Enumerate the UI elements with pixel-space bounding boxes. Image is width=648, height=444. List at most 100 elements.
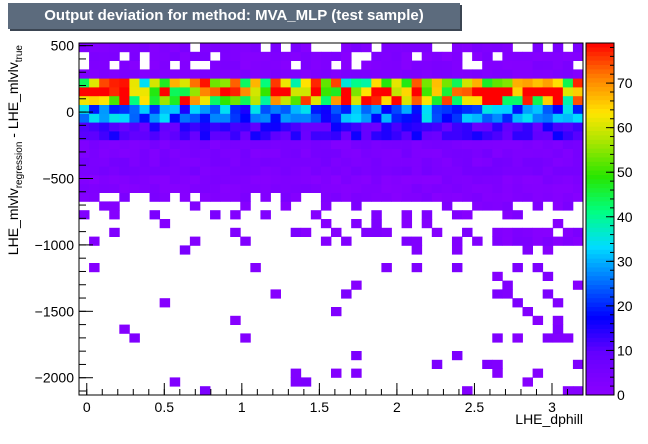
heatmap-cell (270, 122, 281, 132)
heatmap-cell (220, 51, 231, 61)
heatmap-cell (119, 324, 130, 334)
heatmap-cell (139, 69, 150, 79)
heatmap-cell (371, 69, 382, 79)
heatmap-cell (230, 166, 241, 176)
heatmap-cell (300, 131, 312, 141)
heatmap-cell (351, 104, 362, 114)
heatmap-cell (401, 210, 413, 220)
heatmap-cell (189, 104, 201, 114)
heatmap-cell (451, 139, 463, 149)
heatmap-cell (532, 315, 544, 325)
heatmap-cell (421, 69, 433, 79)
palette-segment (586, 307, 614, 312)
heatmap-cell (472, 236, 483, 246)
heatmap-cell (129, 51, 140, 61)
heatmap-cell (441, 78, 453, 88)
heatmap-cell (119, 131, 130, 141)
heatmap-cell (270, 139, 281, 149)
heatmap-cell (391, 113, 402, 123)
heatmap-cell (320, 183, 332, 193)
heatmap-cell (441, 87, 453, 97)
y-tick-label: −1000 (35, 237, 75, 253)
heatmap-cell (139, 43, 150, 53)
heatmap-cell (260, 104, 271, 114)
palette-segment (586, 390, 614, 396)
heatmap-cell (290, 183, 302, 193)
heatmap-cell (361, 139, 372, 149)
heatmap-cell (149, 69, 161, 79)
heatmap-cell (240, 236, 251, 246)
heatmap-cell (260, 157, 271, 167)
heatmap-cell (179, 139, 191, 149)
heatmap-cell (562, 139, 574, 149)
heatmap-cell (341, 43, 352, 53)
heatmap-cell (512, 157, 523, 167)
heatmap-cell (411, 104, 423, 114)
heatmap-cell (341, 87, 352, 97)
heatmap-cell (381, 43, 392, 53)
heatmap-cell (502, 104, 513, 114)
heatmap-cell (230, 210, 241, 220)
heatmap-cell (381, 131, 392, 141)
heatmap-cell (109, 51, 120, 61)
heatmap-cell (401, 148, 413, 158)
heatmap-cell (381, 87, 392, 97)
palette-segment (586, 219, 614, 224)
heatmap-cell (250, 78, 261, 88)
heatmap-cell (220, 183, 231, 193)
heatmap-cell (169, 51, 181, 61)
heatmap-cell (210, 87, 221, 97)
heatmap-cell (220, 139, 231, 149)
heatmap-cell (270, 148, 281, 158)
heatmap-cell (320, 78, 332, 88)
heatmap-cell (230, 87, 241, 97)
heatmap-cell (381, 148, 392, 158)
heatmap-cell (199, 157, 211, 167)
heatmap-cell (280, 87, 292, 97)
heatmap-cell (149, 192, 161, 202)
heatmap-cell (149, 95, 161, 105)
heatmap-cell (310, 210, 322, 220)
palette-segment (586, 293, 614, 299)
heatmap-cell (119, 166, 130, 176)
palette-segment (586, 346, 614, 352)
palette-segment (586, 122, 614, 128)
palette-segment (586, 324, 614, 330)
heatmap-cell (240, 60, 251, 70)
heatmap-cell (572, 78, 584, 88)
heatmap-cell (240, 122, 251, 132)
heatmap-cell (149, 175, 161, 185)
heatmap-cell (411, 95, 423, 105)
heatmap-cell (300, 78, 312, 88)
heatmap-cell (472, 166, 483, 176)
heatmap-cell (472, 183, 483, 193)
heatmap-cell (482, 192, 493, 202)
heatmap-cell (230, 183, 241, 193)
heatmap-cell (220, 148, 231, 158)
heatmap-cell (320, 192, 332, 202)
heatmap-cell (381, 113, 392, 123)
heatmap-cell (381, 263, 392, 273)
heatmap-cell (451, 148, 463, 158)
heatmap-cell (250, 148, 261, 158)
heatmap-cell (230, 69, 241, 79)
heatmap-cell (139, 131, 150, 141)
heatmap-cell (129, 148, 140, 158)
heatmap-cell (451, 104, 463, 114)
heatmap-cell (230, 122, 241, 132)
heatmap-cell (492, 43, 503, 53)
heatmap-cell (169, 122, 181, 132)
heatmap-cell (341, 157, 352, 167)
x-tick-label: 1.5 (310, 399, 330, 415)
heatmap-cell (381, 60, 392, 70)
heatmap-cell (542, 95, 554, 105)
heatmap-cell (300, 104, 312, 114)
palette-segment (586, 197, 614, 202)
heatmap-cell (351, 157, 362, 167)
heatmap-cell (381, 95, 392, 105)
heatmap-cell (351, 166, 362, 176)
heatmap-cell (89, 95, 100, 105)
heatmap-cell (522, 69, 533, 79)
heatmap-cell (290, 166, 302, 176)
heatmap-cell (310, 148, 322, 158)
